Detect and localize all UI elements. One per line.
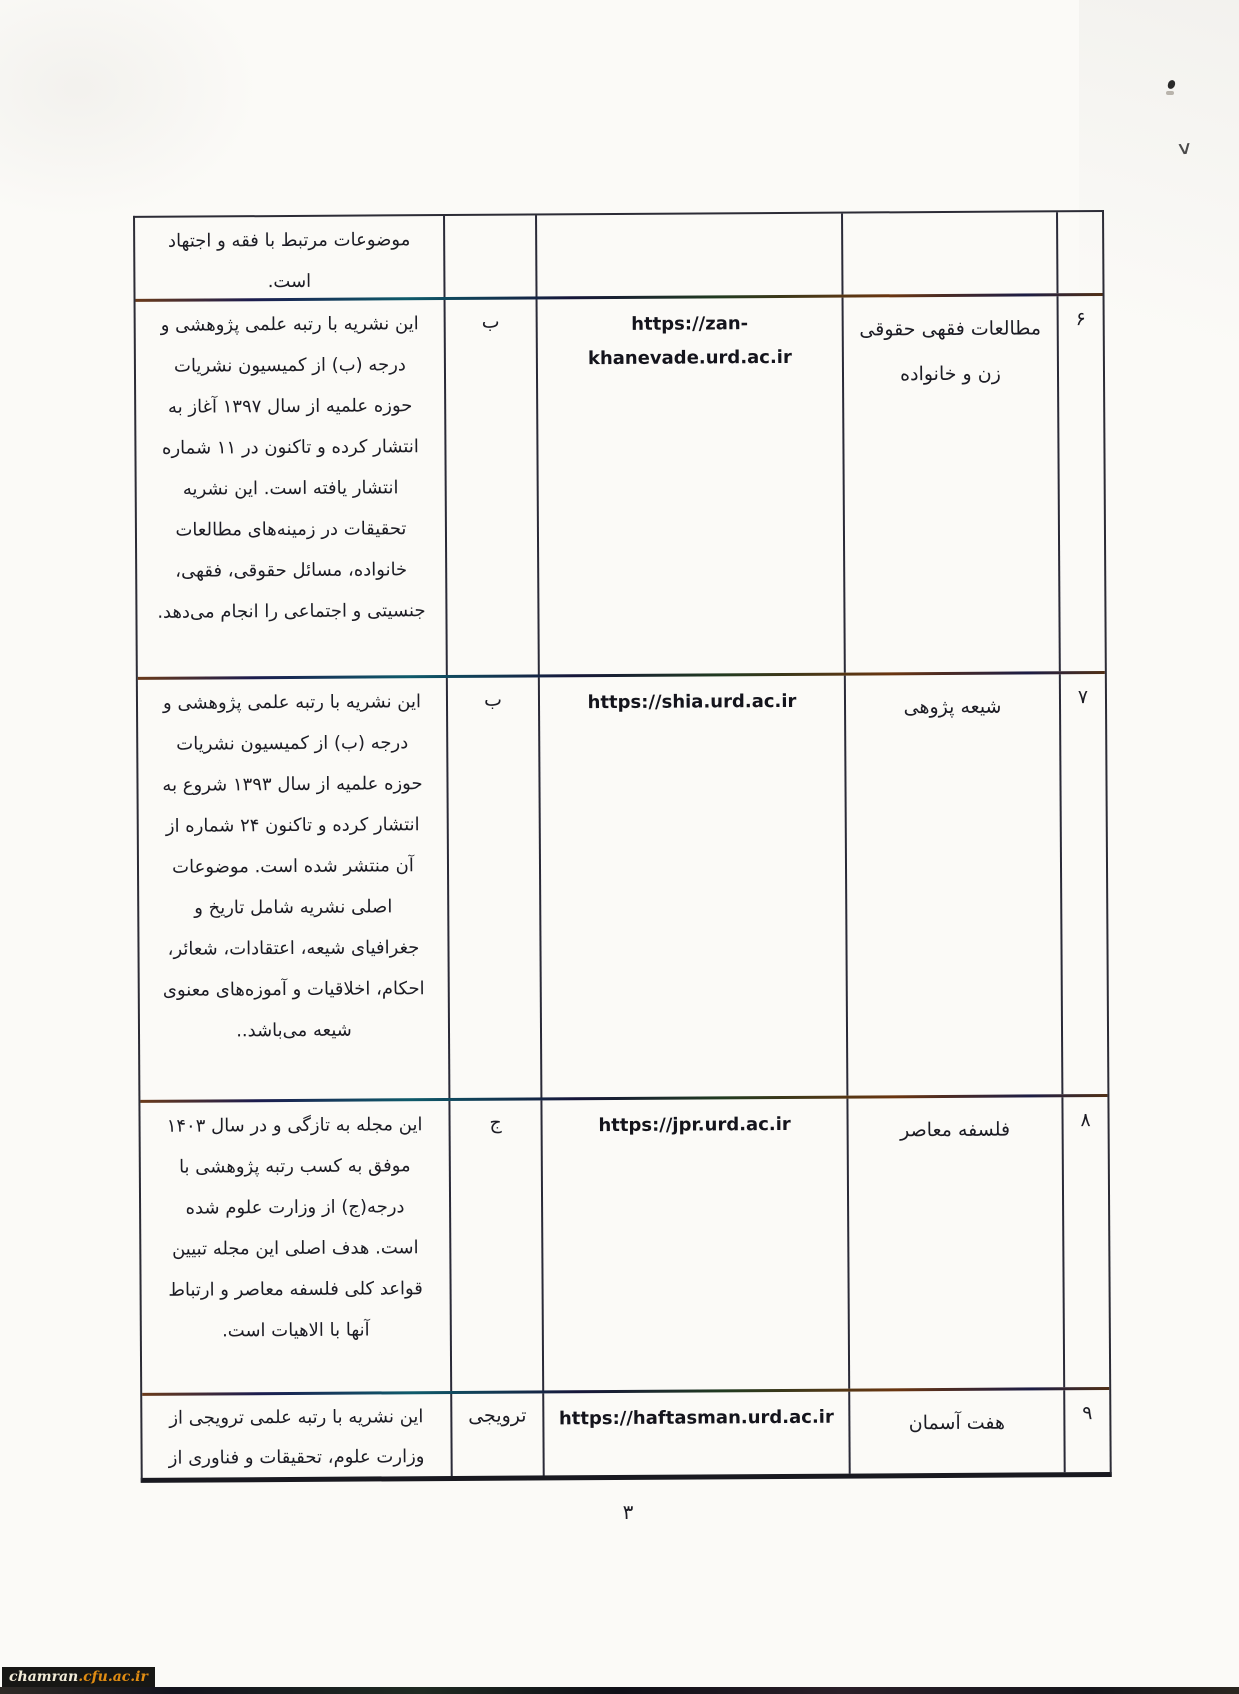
journal-url-line: https://shia.urd.ac.ir — [587, 690, 797, 714]
journal-name-line: زن و خانواده — [900, 362, 1001, 386]
table-row: ۶ مطالعات فقهی حقوقی زن و خانواده https:… — [136, 296, 1105, 677]
scan-streak — [0, 0, 260, 220]
scan-artifact-checkmark: ∨ — [1174, 137, 1195, 160]
journal-name-line: فلسفه معاصر — [900, 1118, 1011, 1142]
description-line: درجه (ب) از کمیسیون نشریات — [176, 732, 409, 755]
description-line: این نشریه با رتبه علمی ترویجی از — [169, 1406, 424, 1429]
watermark-chamran-cfu: chamran .cfu.ac.ir — [2, 1667, 155, 1687]
description-line: آن منتشر شده است. موضوعات — [172, 855, 414, 878]
watermark-prefix: chamran — [9, 1669, 79, 1685]
journal-grade-cell: ب — [443, 299, 538, 676]
journal-description-cell: این نشریه با رتبه علمی پژوهشی و درجه (ب)… — [136, 300, 446, 677]
description-line: جنسیتی و اجتماعی را انجام می‌دهد. — [157, 600, 426, 623]
watermark-suffix: .cfu.ac.ir — [78, 1669, 148, 1685]
row-number-cell: ۷ — [1058, 674, 1108, 1095]
journal-description-cell: این مجله به تازگی و در سال ۱۴۰۳ موفق به … — [140, 1101, 450, 1393]
journal-grade-cell — [443, 215, 536, 298]
journal-name-cell: شیعه پژوهی — [843, 674, 1062, 1096]
description-line: این مجله به تازگی و در سال ۱۴۰۳ — [166, 1114, 423, 1137]
description-line: درجه(ج) از وزارت علوم شده — [185, 1196, 405, 1219]
row-number-cell: ۶ — [1056, 296, 1105, 672]
journal-url-cell: https://zan- khanevade.urd.ac.ir — [535, 297, 844, 675]
description-line: انتشار یافته است. این نشریه — [182, 477, 399, 500]
description-line: این نشریه با رتبه علمی پژوهشی و — [162, 691, 422, 714]
journal-name-cell: مطالعات فقهی حقوقی زن و خانواده — [841, 296, 1059, 673]
description-line: موضوعات مرتبط با فقه و اجتهاد — [167, 229, 411, 252]
description-line: آنها با الاهیات است. — [221, 1319, 370, 1342]
description-line: است. هدف اصلی این مجله تبیین — [172, 1237, 419, 1260]
row-number-cell: ۹ — [1063, 1389, 1110, 1473]
journal-url-cell: https://jpr.urd.ac.ir — [540, 1098, 849, 1391]
table-row: ۸ فلسفه معاصر https://jpr.urd.ac.ir ج ای… — [140, 1096, 1110, 1393]
description-line: حوزه علمیه از سال ۱۳۹۳ شروع به — [162, 773, 423, 796]
description-line: احکام، اخلاقیات و آموزه‌های معنوی — [162, 978, 425, 1001]
journal-url-line: khanevade.urd.ac.ir — [587, 346, 792, 370]
description-line: خانواده، مسائل حقوقی، فقهی، — [175, 559, 408, 582]
journal-name-line: مطالعات فقهی حقوقی — [859, 317, 1042, 341]
journals-table: موضوعات مرتبط با فقه و اجتهاد است. ۶ مطا… — [133, 210, 1112, 1483]
journal-name-line: شیعه پژوهی — [903, 695, 1002, 719]
journal-url-line: https://zan- — [631, 313, 749, 335]
journal-name-cell: هفت آسمان — [848, 1390, 1064, 1474]
row-number-cell — [1056, 212, 1103, 294]
journal-name-cell: فلسفه معاصر — [846, 1097, 1064, 1389]
journal-grade-cell: ب — [445, 677, 541, 1099]
journal-url-line: https://jpr.urd.ac.ir — [598, 1113, 791, 1137]
table-row-carryover: موضوعات مرتبط با فقه و اجتهاد است. — [135, 212, 1103, 299]
description-line: وزارت علوم، تحقیقات و فناوری از — [168, 1446, 425, 1469]
scan-streak — [1079, 0, 1239, 600]
journal-description-cell: این نشریه با رتبه علمی ترویجی از وزارت ع… — [142, 1394, 450, 1478]
journal-name-line: هفت آسمان — [908, 1411, 1006, 1435]
table-row: ۷ شیعه پژوهی https://shia.urd.ac.ir ب ای… — [138, 674, 1108, 1100]
description-line: تحقیقات در زمینه‌های مطالعات — [175, 518, 407, 541]
description-line: اصلی نشریه شامل تاریخ و — [194, 896, 393, 919]
page-number: ۳ — [622, 1500, 634, 1524]
journal-url-cell — [535, 213, 842, 297]
scan-artifact-mark — [1166, 91, 1174, 95]
journal-url-cell: https://shia.urd.ac.ir — [537, 675, 847, 1098]
description-line: این نشریه با رتبه علمی پژوهشی و — [160, 313, 419, 336]
journal-description-cell: این نشریه با رتبه علمی پژوهشی و درجه (ب)… — [138, 678, 449, 1100]
scan-edge-shadow — [0, 1687, 1239, 1694]
journal-url-cell: https://haftasman.urd.ac.ir — [542, 1391, 849, 1476]
journal-grade-cell: ج — [448, 1100, 543, 1392]
journal-grade-cell: ترویجی — [450, 1393, 543, 1477]
journal-url-line: https://haftasman.urd.ac.ir — [558, 1406, 834, 1430]
journal-name-cell — [841, 212, 1057, 295]
description-line: انتشار کرده و تاکنون در ۱۱ شماره — [161, 436, 419, 459]
row-number-cell: ۸ — [1061, 1096, 1110, 1388]
journal-description-cell: موضوعات مرتبط با فقه و اجتهاد است. — [135, 216, 443, 299]
description-line: شیعه می‌باشد.. — [236, 1019, 352, 1042]
description-line: درجه (ب) از کمیسیون نشریات — [173, 354, 406, 377]
description-line: حوزه علمیه از سال ۱۳۹۷ آغاز به — [167, 395, 413, 418]
description-line: انتشار کرده و تاکنون ۲۴ شماره از — [165, 814, 420, 837]
description-line: موفق به کسب رتبه پژوهشی با — [178, 1155, 411, 1178]
description-line: جغرافیای شیعه، اعتقادات، شعائر، — [167, 937, 420, 960]
description-line: قواعد کلی فلسفه معاصر و ارتباط — [168, 1278, 423, 1301]
table-row: ۹ هفت آسمان https://haftasman.urd.ac.ir … — [142, 1389, 1110, 1478]
